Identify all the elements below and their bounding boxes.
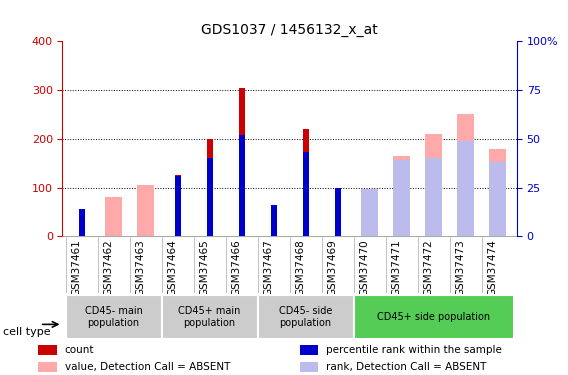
Text: percentile rank within the sample: percentile rank within the sample xyxy=(326,345,502,355)
Bar xyxy=(175,176,181,236)
Text: cell type: cell type xyxy=(3,327,51,337)
Bar xyxy=(425,158,442,236)
Text: GSM37473: GSM37473 xyxy=(456,239,466,296)
Text: GSM37471: GSM37471 xyxy=(392,239,402,296)
Text: count: count xyxy=(65,345,94,355)
Bar xyxy=(79,217,85,236)
Text: CD45+ side population: CD45+ side population xyxy=(377,312,490,322)
Bar xyxy=(457,141,474,236)
Text: CD45+ main
population: CD45+ main population xyxy=(178,306,241,328)
Bar xyxy=(489,162,507,236)
Bar xyxy=(239,88,245,236)
Title: GDS1037 / 1456132_x_at: GDS1037 / 1456132_x_at xyxy=(201,24,378,38)
Text: GSM37466: GSM37466 xyxy=(232,239,241,296)
Text: GSM37464: GSM37464 xyxy=(168,239,178,296)
Text: GSM37472: GSM37472 xyxy=(424,239,434,296)
Text: CD45- side
population: CD45- side population xyxy=(279,306,332,328)
Text: GSM37474: GSM37474 xyxy=(488,239,498,296)
Text: GSM37465: GSM37465 xyxy=(200,239,210,296)
Text: GSM37469: GSM37469 xyxy=(328,239,338,296)
FancyBboxPatch shape xyxy=(162,295,258,339)
Bar xyxy=(361,192,378,236)
Text: value, Detection Call = ABSENT: value, Detection Call = ABSENT xyxy=(65,362,230,372)
FancyBboxPatch shape xyxy=(258,295,354,339)
Bar xyxy=(79,209,85,236)
Bar xyxy=(361,189,378,236)
Bar xyxy=(335,190,341,236)
Bar xyxy=(489,148,507,236)
Bar xyxy=(393,160,411,236)
Bar xyxy=(105,197,123,236)
Bar xyxy=(207,158,212,236)
Text: GSM37463: GSM37463 xyxy=(136,239,145,296)
Bar xyxy=(457,114,474,236)
Text: GSM37467: GSM37467 xyxy=(264,239,274,296)
Bar xyxy=(207,139,212,236)
FancyBboxPatch shape xyxy=(354,295,513,339)
Bar xyxy=(303,129,308,236)
Text: rank, Detection Call = ABSENT: rank, Detection Call = ABSENT xyxy=(326,362,486,372)
Bar xyxy=(303,152,308,236)
Bar xyxy=(271,214,277,236)
Bar xyxy=(300,345,318,355)
FancyBboxPatch shape xyxy=(66,295,162,339)
Bar xyxy=(137,185,154,236)
Text: GSM37468: GSM37468 xyxy=(296,239,306,296)
Bar xyxy=(39,345,57,355)
Bar xyxy=(39,362,57,372)
Bar xyxy=(425,134,442,236)
Bar xyxy=(300,362,318,372)
Bar xyxy=(393,156,411,236)
Text: GSM37462: GSM37462 xyxy=(104,239,114,296)
Text: GSM37470: GSM37470 xyxy=(360,239,370,296)
Text: GSM37461: GSM37461 xyxy=(72,239,82,296)
Text: CD45- main
population: CD45- main population xyxy=(85,306,143,328)
Bar xyxy=(239,135,245,236)
Bar xyxy=(271,205,277,236)
Bar xyxy=(175,176,181,236)
Bar xyxy=(335,188,341,236)
